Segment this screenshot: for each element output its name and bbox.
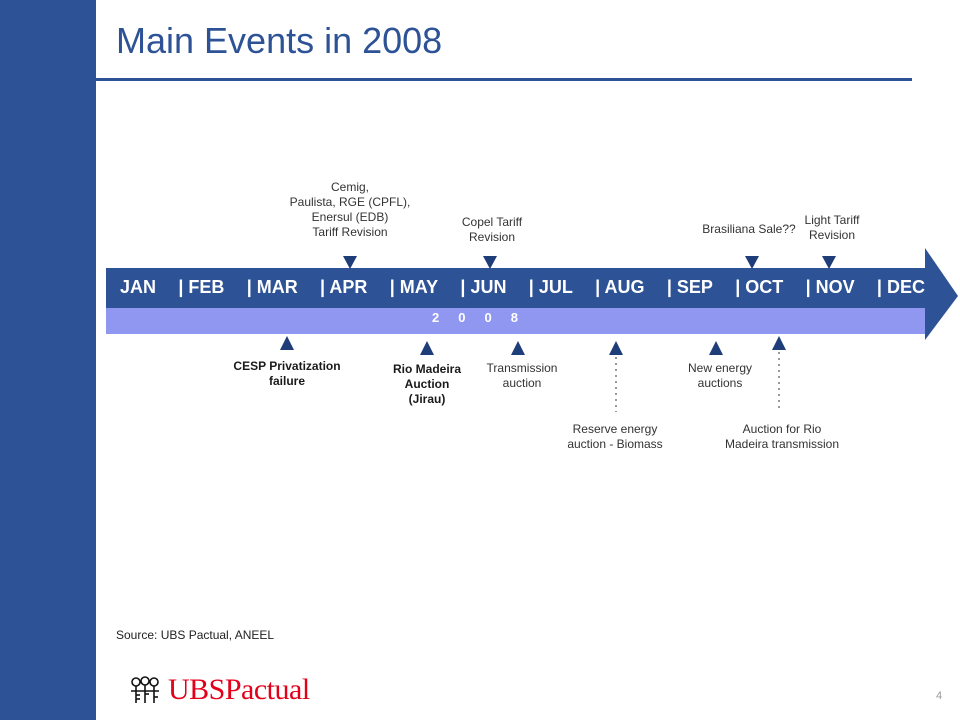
marker-jun-down [483, 256, 497, 269]
event-new-energy-auctions: New energy auctions [688, 361, 752, 391]
event-rio-madeira-transmission-auction: Auction for Rio Madeira transmission [725, 422, 839, 452]
ubs-pactual-logo: UBSPactual [128, 673, 310, 707]
title-divider [34, 78, 912, 81]
month-may: | MAY [389, 277, 439, 297]
page-number: 4 [936, 690, 943, 702]
event-brasiliana-sale: Brasiliana Sale?? [702, 222, 795, 237]
month-mar: | MAR [246, 277, 298, 297]
event-label: Transmission auction [486, 361, 558, 390]
year-label: 2008 [432, 310, 537, 325]
event-label: Reserve energy auction - Biomass [567, 422, 663, 451]
year-band [106, 308, 925, 334]
logo-wordmark: UBSPactual [168, 673, 310, 706]
event-rio-madeira-auction: Rio Madeira Auction (Jirau) [393, 362, 461, 407]
marker-mar-up [280, 336, 294, 350]
event-label: New energy auctions [687, 361, 753, 390]
marker-oct-down [745, 256, 759, 269]
month-oct: | OCT [735, 277, 784, 297]
month-nov: | NOV [805, 277, 855, 297]
marker-nov-down [822, 256, 836, 269]
event-label: Light Tariff Revision [804, 213, 860, 242]
keys-icon [131, 676, 159, 703]
month-dec: | DEC [876, 277, 925, 297]
month-apr: | APR [320, 277, 368, 297]
event-label: Brasiliana Sale?? [702, 222, 796, 236]
source-note: Source: UBS Pactual, ANEEL [116, 628, 275, 642]
event-cesp-privatization: CESP Privatization failure [233, 359, 340, 389]
month-aug: | AUG [595, 277, 645, 297]
marker-may-up [420, 341, 434, 355]
sidebar-band [0, 0, 96, 720]
event-label: CESP Privatization failure [233, 359, 341, 388]
marker-aug-up [609, 341, 623, 355]
event-tariff-revision-cemig: Cemig, Paulista, RGE (CPFL), Enersul (ED… [290, 180, 411, 240]
event-label: Cemig, Paulista, RGE (CPFL), Enersul (ED… [289, 180, 411, 239]
month-jan: JAN [120, 277, 157, 297]
event-transmission-auction: Transmission auction [487, 361, 558, 391]
event-reserve-energy-auction: Reserve energy auction - Biomass [567, 422, 662, 452]
marker-sep-up [709, 341, 723, 355]
event-label: Copel Tariff Revision [461, 215, 523, 244]
event-label: Auction for Rio Madeira transmission [724, 422, 840, 451]
event-light-tariff-revision: Light Tariff Revision [805, 213, 860, 243]
month-sep: | SEP [666, 277, 713, 297]
marker-jun-up [511, 341, 525, 355]
month-jul: | JUL [528, 277, 573, 297]
marker-oct-up [772, 336, 786, 350]
page-title: Main Events in 2008 [116, 20, 443, 61]
month-jun: | JUN [460, 277, 507, 297]
month-feb: | FEB [178, 277, 225, 297]
marker-apr-down [343, 256, 357, 269]
event-copel-tariff-revision: Copel Tariff Revision [462, 215, 522, 245]
event-label: Rio Madeira Auction (Jirau) [392, 362, 462, 406]
month-labels: JAN | FEB | MAR | APR | MAY | JUN | JUL … [120, 277, 925, 298]
